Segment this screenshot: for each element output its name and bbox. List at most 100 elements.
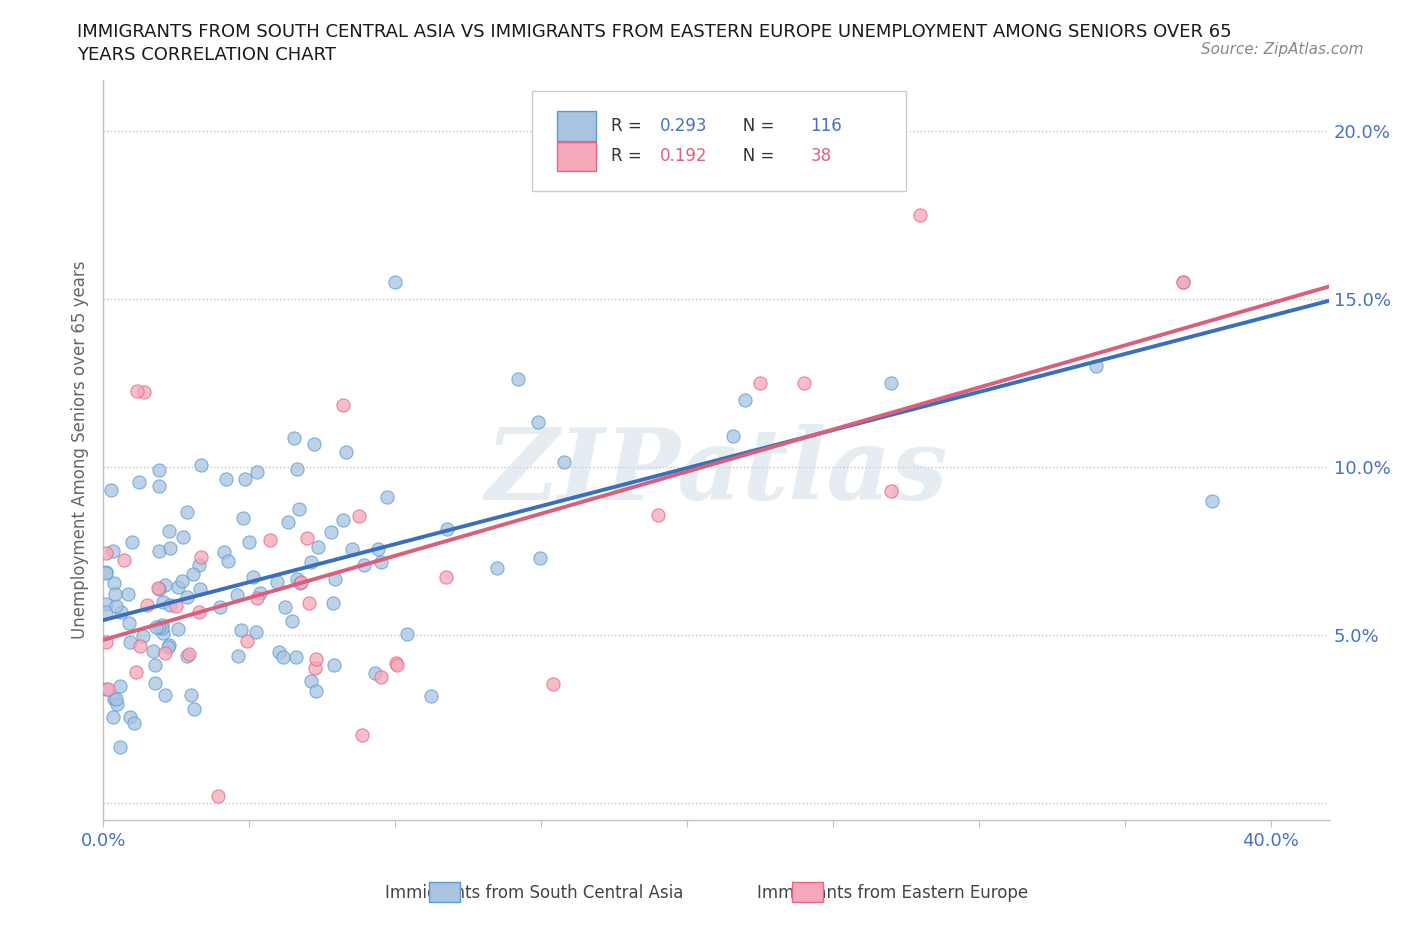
- Point: [322, 658, 344, 672]
- Point: [246, 465, 269, 480]
- Point: [541, 677, 564, 692]
- Point: [529, 551, 551, 565]
- Point: [347, 508, 370, 523]
- Point: [207, 789, 229, 804]
- Point: [148, 619, 170, 634]
- Point: [305, 684, 328, 698]
- FancyBboxPatch shape: [557, 141, 596, 171]
- Point: [94, 565, 117, 579]
- Text: Immigrants from South Central Asia: Immigrants from South Central Asia: [385, 884, 683, 902]
- Point: [370, 555, 392, 570]
- Point: [187, 604, 209, 619]
- Point: [112, 552, 135, 567]
- Text: R =: R =: [610, 147, 647, 166]
- Point: [274, 599, 297, 614]
- Point: [132, 629, 155, 644]
- Point: [103, 576, 125, 591]
- Point: [128, 475, 150, 490]
- Point: [117, 587, 139, 602]
- Point: [385, 656, 408, 671]
- Point: [236, 633, 259, 648]
- Point: [319, 525, 342, 539]
- Point: [156, 640, 179, 655]
- Point: [748, 376, 770, 391]
- Point: [125, 665, 148, 680]
- Point: [245, 625, 267, 640]
- Point: [647, 507, 669, 522]
- Point: [166, 580, 188, 595]
- Point: [135, 597, 157, 612]
- Point: [148, 582, 170, 597]
- Point: [1173, 274, 1195, 289]
- Point: [157, 638, 180, 653]
- Text: N =: N =: [727, 147, 780, 166]
- Point: [101, 710, 124, 724]
- Point: [290, 574, 312, 589]
- Point: [283, 431, 305, 445]
- Point: [104, 598, 127, 613]
- Point: [217, 554, 239, 569]
- Point: [148, 544, 170, 559]
- Point: [148, 479, 170, 494]
- Point: [94, 596, 117, 611]
- Point: [285, 572, 308, 587]
- Text: Source: ZipAtlas.com: Source: ZipAtlas.com: [1201, 42, 1364, 57]
- Point: [232, 511, 254, 525]
- Point: [152, 594, 174, 609]
- Point: [120, 634, 142, 649]
- Point: [157, 524, 180, 538]
- Point: [486, 561, 509, 576]
- Point: [94, 546, 117, 561]
- Point: [249, 585, 271, 600]
- Point: [105, 691, 128, 706]
- Point: [167, 621, 190, 636]
- Point: [121, 535, 143, 550]
- Point: [142, 644, 165, 658]
- Point: [215, 472, 238, 486]
- Text: 0.192: 0.192: [659, 147, 707, 166]
- Point: [231, 623, 253, 638]
- Point: [246, 591, 269, 605]
- Point: [375, 490, 398, 505]
- Point: [526, 415, 548, 430]
- Point: [127, 384, 149, 399]
- Point: [176, 590, 198, 604]
- Point: [105, 697, 128, 711]
- Point: [880, 484, 903, 498]
- Point: [209, 600, 232, 615]
- Point: [176, 648, 198, 663]
- FancyBboxPatch shape: [533, 91, 905, 191]
- Text: 38: 38: [810, 147, 832, 166]
- Point: [124, 716, 146, 731]
- Point: [285, 461, 308, 476]
- Point: [302, 437, 325, 452]
- Point: [325, 571, 347, 586]
- Point: [1173, 274, 1195, 289]
- Point: [148, 462, 170, 477]
- Point: [1201, 493, 1223, 508]
- Text: YEARS CORRELATION CHART: YEARS CORRELATION CHART: [77, 46, 336, 63]
- Point: [367, 542, 389, 557]
- Text: 116: 116: [810, 117, 842, 135]
- Point: [266, 574, 288, 589]
- Point: [110, 679, 132, 694]
- Point: [299, 673, 322, 688]
- Point: [180, 688, 202, 703]
- Text: 0.293: 0.293: [659, 117, 707, 135]
- Point: [353, 557, 375, 572]
- Point: [364, 666, 387, 681]
- Point: [384, 274, 406, 289]
- Point: [183, 566, 205, 581]
- Point: [152, 620, 174, 635]
- Point: [190, 550, 212, 565]
- Point: [152, 618, 174, 632]
- Point: [159, 540, 181, 555]
- Point: [110, 604, 132, 619]
- Point: [187, 558, 209, 573]
- Point: [177, 647, 200, 662]
- Point: [212, 545, 235, 560]
- Point: [108, 740, 131, 755]
- Point: [298, 595, 321, 610]
- Point: [259, 533, 281, 548]
- Point: [190, 458, 212, 472]
